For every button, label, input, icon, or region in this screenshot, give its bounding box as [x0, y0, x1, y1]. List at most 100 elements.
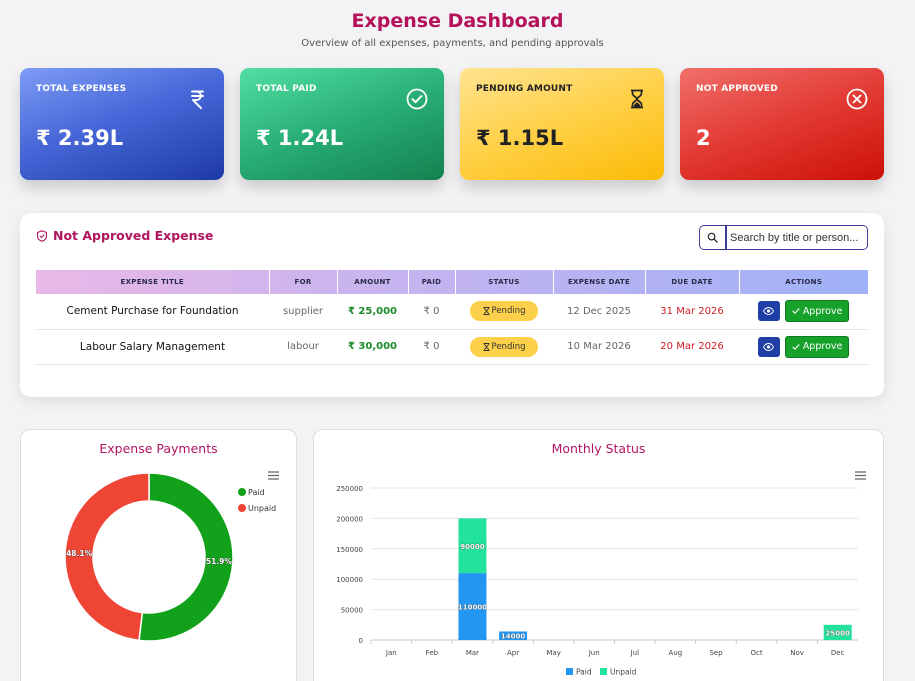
column-header: EXPENSE DATE	[552, 270, 645, 294]
total-paid-card: TOTAL PAID ₹ 1.24L	[240, 68, 444, 180]
actions-cell: Approve	[739, 294, 868, 330]
due-date-cell: 31 Mar 2026	[645, 294, 739, 330]
x-tick-label: Mar	[466, 649, 479, 657]
x-tick-label: Aug	[669, 649, 683, 657]
expense-table: EXPENSE TITLE FOR AMOUNT PAID STATUS EXP…	[36, 270, 868, 365]
x-tick-label: Sep	[709, 649, 723, 657]
column-header: EXPENSE TITLE	[120, 278, 184, 286]
paid-cell: ₹ 0	[408, 294, 455, 330]
legend-label-paid: Paid	[248, 488, 265, 497]
donut-chart: 51.9% 48.1% Paid Unpaid	[64, 472, 276, 642]
check-icon	[792, 343, 800, 350]
bar-data-label: 14000	[501, 633, 525, 641]
expense-date-cell: 10 Mar 2026	[553, 329, 645, 365]
x-tick-label: Jul	[630, 649, 640, 657]
status-badge: Pending	[470, 336, 538, 357]
donut-data-label: 48.1%	[66, 549, 93, 558]
status-text: Pending	[491, 306, 526, 317]
rupee-icon	[186, 88, 208, 110]
monthly-status-chart-card: Monthly Status 0 50000 100000 150000 200000 2…	[313, 429, 884, 681]
panel-title: Not Approved Expense	[36, 228, 213, 243]
pending-amount-card: PENDING AMOUNT ₹ 1.15L	[460, 68, 664, 180]
not-approved-panel: Not Approved Expense EXPENSE TITLE FOR A…	[20, 213, 884, 397]
hourglass-icon	[626, 88, 648, 110]
chart-title: Monthly Status	[551, 441, 646, 456]
view-button[interactable]	[757, 301, 780, 322]
for-cell: supplier	[269, 294, 337, 330]
expense-title-cell: Labour Salary Management	[36, 329, 269, 365]
page-subtitle: Overview of all expenses, payments, and …	[301, 38, 604, 49]
expense-title-cell: Cement Purchase for Foundation	[36, 294, 269, 330]
y-tick-label: 100000	[336, 576, 363, 584]
bar-data-label: 110000	[458, 604, 487, 612]
column-header: STATUS	[454, 270, 553, 294]
x-tick-label: Dec	[831, 649, 845, 657]
y-tick-label: 0	[359, 637, 363, 645]
bar-paid	[458, 573, 487, 640]
x-tick-label: Nov	[790, 649, 804, 657]
legend-label-paid: Paid	[576, 668, 592, 677]
x-tick-label: Apr	[507, 649, 519, 657]
approve-button[interactable]: Approve	[785, 335, 850, 358]
for-cell: labour	[269, 329, 337, 365]
check-circle-icon	[406, 88, 428, 110]
x-tick-label: Feb	[426, 649, 439, 657]
status-cell: Pending	[455, 329, 553, 365]
card-label: NOT APPROVED	[696, 84, 778, 94]
donut-data-label: 51.9%	[206, 557, 233, 566]
card-label: PENDING AMOUNT	[476, 84, 573, 94]
card-value: ₹ 2.39L	[36, 126, 124, 150]
y-tick-label: 50000	[341, 607, 363, 615]
expense-date-cell: 12 Dec 2025	[553, 294, 645, 330]
total-expenses-card: TOTAL EXPENSES ₹ 2.39L	[20, 68, 224, 180]
table-row: Labour Salary Management labour ₹ 30,000…	[36, 329, 868, 365]
card-value: 2	[696, 126, 711, 150]
table-header-row: EXPENSE TITLE FOR AMOUNT PAID STATUS EXP…	[36, 270, 868, 294]
column-header: AMOUNT	[336, 270, 408, 294]
x-tick-label: Jun	[588, 649, 600, 657]
due-date-cell: 20 Mar 2026	[645, 329, 739, 365]
check-icon	[792, 308, 800, 315]
legend-label-unpaid: Unpaid	[610, 668, 637, 677]
x-tick-label: Oct	[750, 649, 762, 657]
column-header: FOR	[268, 270, 337, 294]
amount-cell: ₹ 25,000	[337, 294, 408, 330]
actions-cell: Approve	[739, 329, 868, 365]
card-value: ₹ 1.15L	[476, 126, 564, 150]
status-cell: Pending	[455, 294, 553, 330]
legend-label-unpaid: Unpaid	[248, 504, 276, 513]
chart-menu-icon[interactable]	[855, 471, 866, 480]
search-input[interactable]	[725, 225, 868, 250]
approve-button[interactable]: Approve	[785, 300, 850, 323]
view-button[interactable]	[757, 336, 780, 357]
bar-unpaid	[823, 624, 852, 640]
legend-marker-paid	[566, 668, 573, 675]
column-header: DUE DATE	[644, 270, 739, 294]
eye-icon	[763, 342, 775, 351]
hourglass-icon	[483, 342, 489, 351]
page-title: Expense Dashboard	[351, 10, 564, 32]
x-tick-label: Jan	[385, 649, 397, 657]
card-value: ₹ 1.24L	[256, 126, 344, 150]
legend-marker-paid	[238, 488, 246, 496]
search-button[interactable]	[699, 225, 726, 250]
amount-cell: ₹ 30,000	[337, 329, 408, 365]
hourglass-icon	[483, 307, 489, 316]
chart-title: Expense Payments	[99, 441, 218, 456]
legend-marker-unpaid	[600, 668, 607, 675]
bar-data-label: 25000	[826, 629, 850, 637]
bar-data-label: 90000	[460, 543, 484, 551]
y-tick-label: 250000	[336, 485, 363, 493]
expense-payments-chart-card: Expense Payments 51.9% 48.1% Paid Unpaid	[20, 429, 297, 681]
card-label: TOTAL PAID	[256, 84, 317, 94]
chart-menu-icon[interactable]	[268, 471, 279, 480]
x-circle-icon	[846, 88, 868, 110]
shield-icon	[36, 229, 48, 242]
table-row: Cement Purchase for Foundation supplier …	[36, 294, 868, 330]
donut-slice-paid	[138, 472, 234, 642]
donut-slice-unpaid	[64, 472, 150, 642]
x-tick-label: May	[546, 649, 560, 657]
column-header: ACTIONS	[738, 270, 868, 294]
not-approved-card: NOT APPROVED 2	[680, 68, 884, 180]
bar-chart: 0 50000 100000 150000 200000 250000 Jan Feb Mar 1…	[336, 485, 858, 677]
